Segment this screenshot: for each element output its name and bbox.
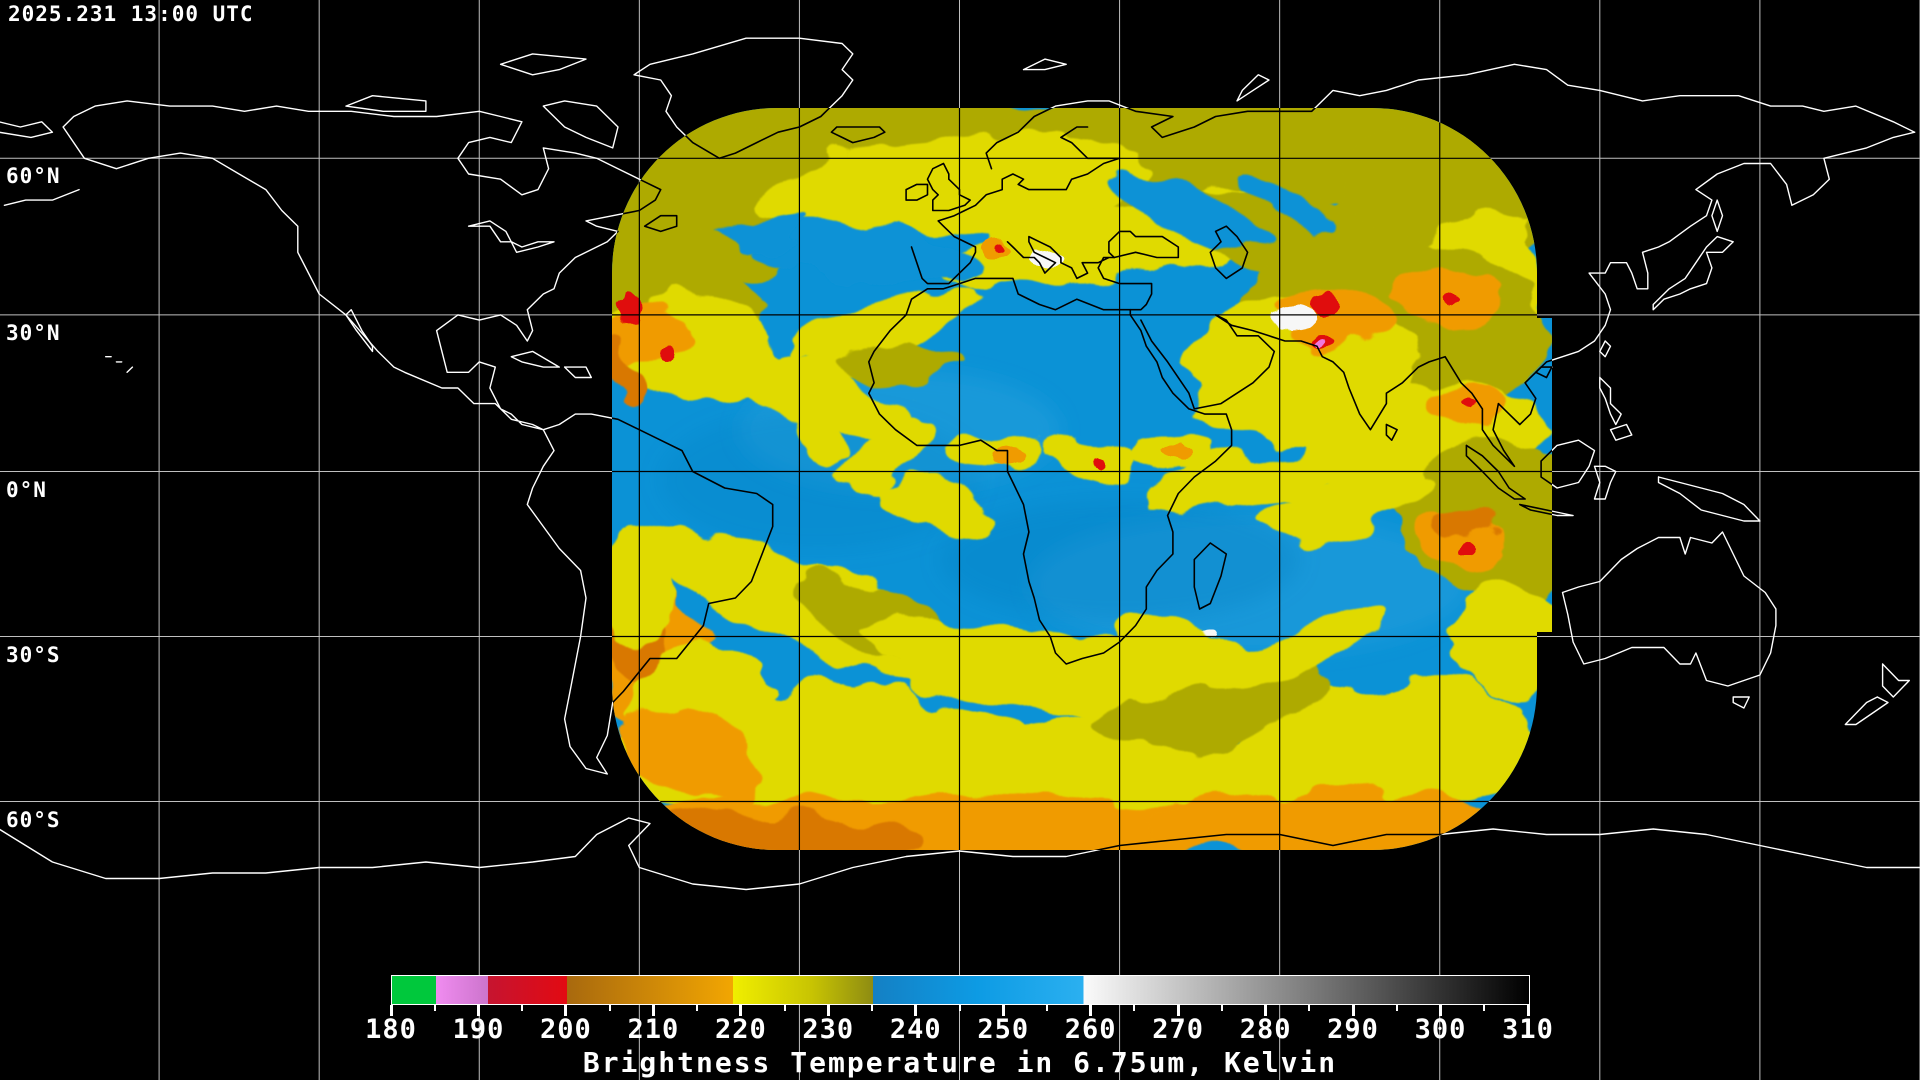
swath-cloud	[660, 344, 676, 360]
swath-cloud	[1240, 680, 1540, 810]
coastline	[0, 121, 54, 139]
swath-cloud	[1151, 444, 1349, 516]
coastline	[1535, 366, 1552, 379]
latitude-label: 30°S	[6, 642, 61, 667]
coastline	[3, 188, 80, 207]
swath-cloud	[750, 136, 1150, 234]
coastline	[126, 366, 134, 373]
swath-cloud	[1391, 267, 1501, 323]
timestamp: 2025.231 13:00 UTC	[8, 2, 254, 26]
swath-cloud	[1032, 250, 1064, 266]
coastline	[467, 220, 555, 254]
coastline	[1711, 199, 1724, 233]
swath-cloud	[1095, 459, 1105, 467]
swath-cloud	[1215, 602, 1385, 688]
coastline	[1519, 503, 1552, 517]
coastline	[1609, 423, 1633, 441]
swath-cloud	[612, 330, 636, 410]
coastline	[926, 162, 972, 212]
swath-cloud	[1444, 294, 1460, 306]
swath-cloud	[789, 289, 971, 371]
coastline	[563, 366, 592, 379]
coastline	[643, 214, 678, 233]
swath-cloud	[1163, 442, 1193, 458]
coastline	[1140, 131, 1552, 468]
coastline	[1209, 225, 1249, 280]
coastlines-inside	[612, 108, 1552, 850]
swath-cloud	[1260, 472, 1440, 538]
coastline	[1006, 235, 1153, 311]
swath-cloud	[979, 239, 1011, 257]
swath-cloud	[1273, 305, 1317, 331]
swath-cloud	[1450, 512, 1500, 548]
coastline	[499, 53, 587, 76]
swath-cloud	[1229, 171, 1335, 239]
swath-cloud	[690, 325, 850, 445]
coastline	[1593, 465, 1617, 500]
latitude-label: 60°N	[6, 164, 61, 189]
swath-cloud	[836, 416, 944, 494]
coastline	[612, 413, 774, 775]
swath-cloud	[618, 292, 642, 328]
coastline	[510, 350, 560, 368]
coastline	[542, 100, 619, 149]
coastline	[1561, 531, 1777, 687]
swath-cloud	[1312, 294, 1338, 316]
coastline	[1236, 74, 1270, 102]
coastline	[1465, 444, 1526, 500]
latitude-label: 60°S	[6, 807, 61, 832]
latitude-label: 0°N	[6, 477, 47, 502]
coastline	[1108, 230, 1180, 259]
coastline	[1385, 423, 1398, 442]
swath-cloud	[1112, 169, 1278, 255]
swath-cloud	[996, 242, 1006, 250]
swath-cloud	[1277, 286, 1387, 350]
coastline	[1732, 696, 1750, 709]
coastline	[867, 277, 1233, 665]
swath-cloud	[630, 794, 1270, 850]
coastline	[62, 100, 662, 431]
swath-cloud	[1460, 580, 1552, 700]
swath-cloud	[612, 520, 680, 640]
swath-cloud	[617, 707, 763, 813]
coastline	[1599, 376, 1622, 426]
swath-cloud	[751, 216, 989, 284]
swath-cloud	[1316, 340, 1326, 348]
coastline	[345, 94, 427, 113]
swath-cloud	[862, 611, 1158, 719]
coastline	[1599, 340, 1612, 358]
coastline	[910, 126, 1121, 285]
coastline	[1844, 696, 1889, 726]
coastline	[830, 126, 886, 144]
latitude-label: 30°N	[6, 320, 61, 345]
swath-cloud	[1110, 620, 1250, 700]
swath-cloud	[840, 340, 970, 384]
coastline	[1881, 663, 1911, 698]
coastline	[1193, 542, 1228, 610]
coastline	[633, 108, 854, 160]
coastline	[1652, 235, 1734, 311]
coastline	[1657, 476, 1761, 522]
coastline	[345, 309, 374, 353]
coastline	[1540, 439, 1552, 489]
coastline	[905, 183, 929, 201]
swath-cloud	[882, 482, 998, 542]
swath-cloud	[620, 814, 920, 850]
coastline	[0, 817, 1920, 891]
swath-cloud	[1462, 396, 1478, 408]
coastline	[985, 63, 1916, 170]
coastline	[1022, 58, 1067, 71]
